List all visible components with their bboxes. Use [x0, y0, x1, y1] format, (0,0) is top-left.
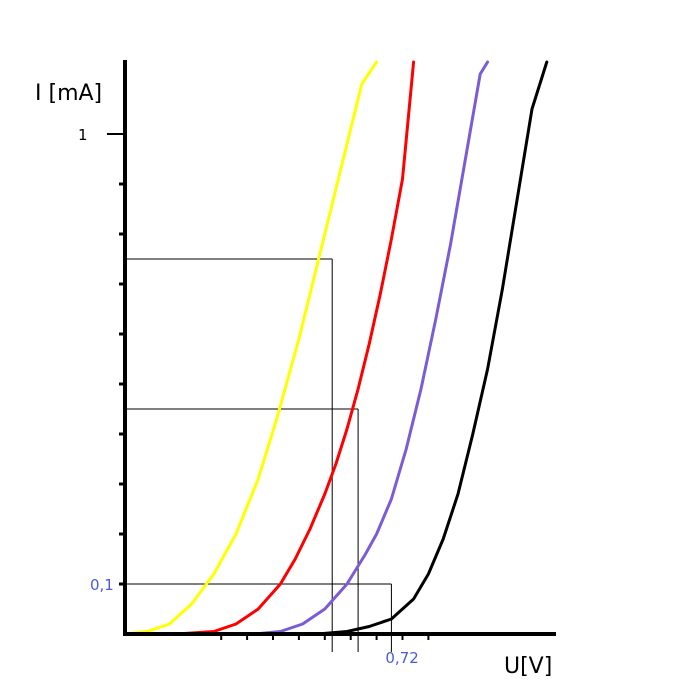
series-3-line — [253, 60, 490, 636]
tick-labels: 1 0,1 0,72 — [78, 126, 419, 667]
x-tick-label-1: 0,72 — [385, 649, 418, 667]
series-4-line — [315, 60, 549, 636]
guide-lines — [125, 258, 392, 652]
series-group — [123, 60, 549, 636]
y-tick-label-2: 0,1 — [90, 576, 114, 594]
series-1-line — [123, 60, 379, 636]
y-tick-label-1: 1 — [78, 126, 88, 144]
series-2-line — [175, 60, 416, 636]
ticks — [107, 133, 430, 640]
x-axis-label: U[V] — [504, 654, 552, 679]
axes — [123, 60, 556, 636]
y-axis-label: I [mA] — [35, 81, 102, 106]
